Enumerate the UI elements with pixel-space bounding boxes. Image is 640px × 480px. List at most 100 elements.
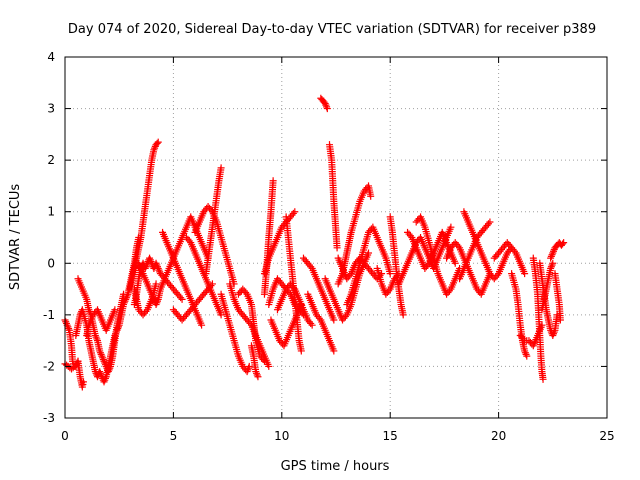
plot-frame [64,56,608,419]
data-point [153,261,161,269]
data-point [321,99,329,107]
data-point [185,237,193,245]
data-point [93,335,101,343]
data-point [547,252,555,260]
y-tick-label: 3 [47,102,55,116]
data-point [152,301,160,309]
data-point [307,263,315,271]
data-point [96,347,104,355]
data-point [269,177,277,185]
data-point [547,264,555,272]
data-point [62,319,70,327]
data-point [65,325,73,333]
data-point [550,330,558,338]
y-tick-label: -2 [43,359,55,373]
data-point [323,103,331,111]
data-point [308,321,316,329]
data-point [330,347,338,355]
data-point [265,362,273,370]
data-point [120,290,128,298]
data-point [367,192,375,200]
data-point [253,371,261,379]
data-point [523,352,531,360]
y-tick-label: 1 [47,205,55,219]
data-point [147,258,155,266]
data-point [86,307,94,315]
data-point [217,164,225,172]
data-point [548,251,556,259]
data-point [330,316,338,324]
data-point [177,294,185,302]
tick-labels: 0 5 10 15 20 25 -3 -2 -1 0 1 2 3 4 [43,50,615,443]
data-point [550,328,558,336]
data-point [142,307,150,315]
y-tick-label: -1 [43,308,55,322]
data-point [493,271,501,279]
data-point [92,333,100,341]
data-point [510,247,518,255]
data-point [406,232,414,240]
data-point [98,352,106,360]
data-point [154,264,162,272]
data-point [323,105,331,113]
data-point [386,270,394,278]
data-point [153,139,161,147]
data-point [322,101,330,109]
y-tick-label: -3 [43,411,55,425]
data-point [365,249,373,257]
data-point [549,259,557,267]
data-point [99,356,107,364]
data-point [484,220,492,228]
data-point [560,239,568,247]
x-tick-label: 0 [61,429,69,443]
y-tick-label: 4 [47,50,55,64]
data-point [154,138,162,146]
data-point [291,208,299,216]
x-axis-title: GPS time / hours [281,459,390,474]
y-tick-label: 2 [47,153,55,167]
data-point [260,357,268,365]
x-tick-label: 15 [383,429,398,443]
data-point [178,295,186,303]
data-point [101,374,109,382]
data-point [100,378,108,386]
data-point [151,144,159,152]
data-point [333,244,341,252]
data-point [91,331,99,339]
data-point [519,335,527,343]
data-point [146,256,154,264]
data-point [73,359,81,367]
x-tick-label: 5 [170,429,178,443]
data-point [253,369,261,377]
data-point [153,299,161,307]
data-point [447,223,455,231]
data-point [244,366,252,374]
data-point [152,259,160,267]
data-point [445,287,453,295]
data-point [252,368,260,376]
data-point [346,271,354,279]
data-point [548,261,556,269]
data-point [198,321,206,329]
data-point [85,306,93,314]
data-point [242,289,250,297]
data-point [150,146,158,154]
data-point [217,311,225,319]
y-axis-title: SDTVAR / TECUs [8,184,23,291]
data-points [61,94,568,391]
data-point [549,331,557,339]
x-tick-label: 25 [599,429,614,443]
data-point [152,280,160,288]
data-point [104,368,112,376]
data-point [549,249,557,257]
data-point [289,209,297,217]
data-point [259,356,267,364]
data-point [547,263,555,271]
data-point [521,347,529,355]
y-tick-label: 0 [47,256,55,270]
data-point [297,347,305,355]
data-point [399,311,407,319]
data-point [96,369,104,377]
data-point [550,247,558,255]
